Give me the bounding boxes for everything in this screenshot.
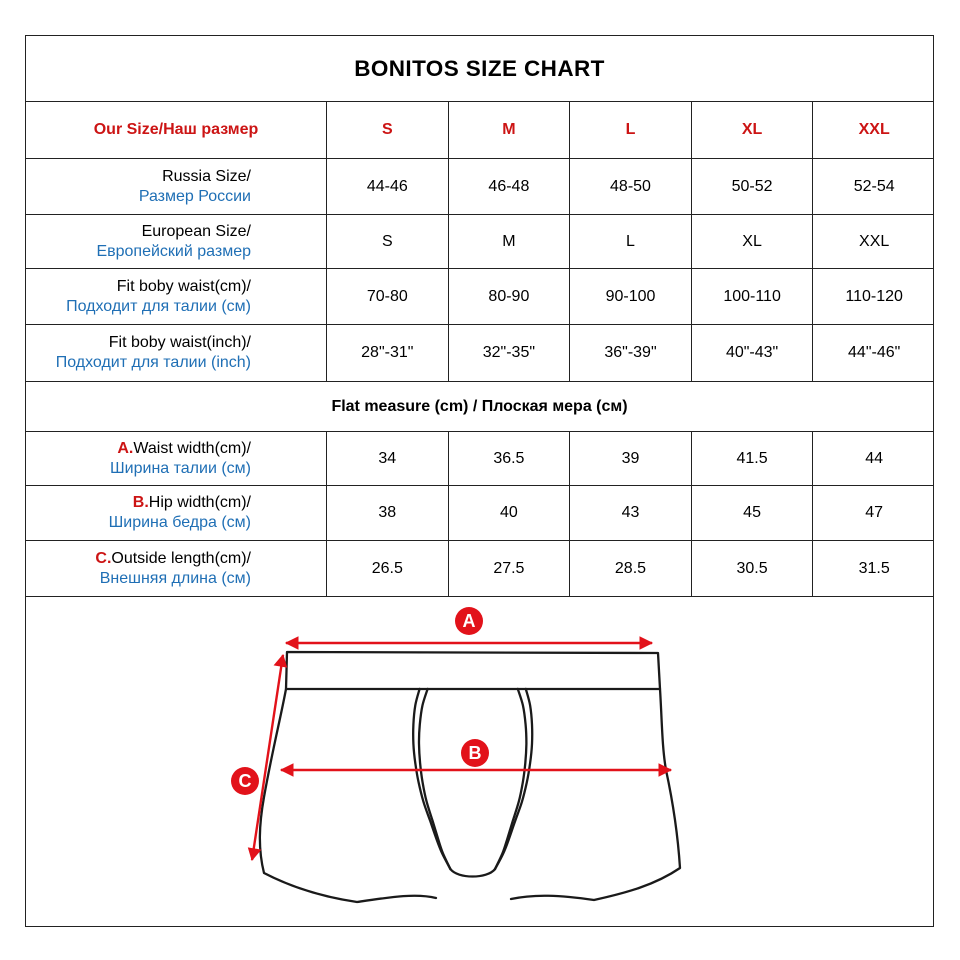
svg-text:B: B <box>469 743 482 763</box>
svg-text:C: C <box>239 771 252 791</box>
svg-text:A: A <box>463 611 476 631</box>
